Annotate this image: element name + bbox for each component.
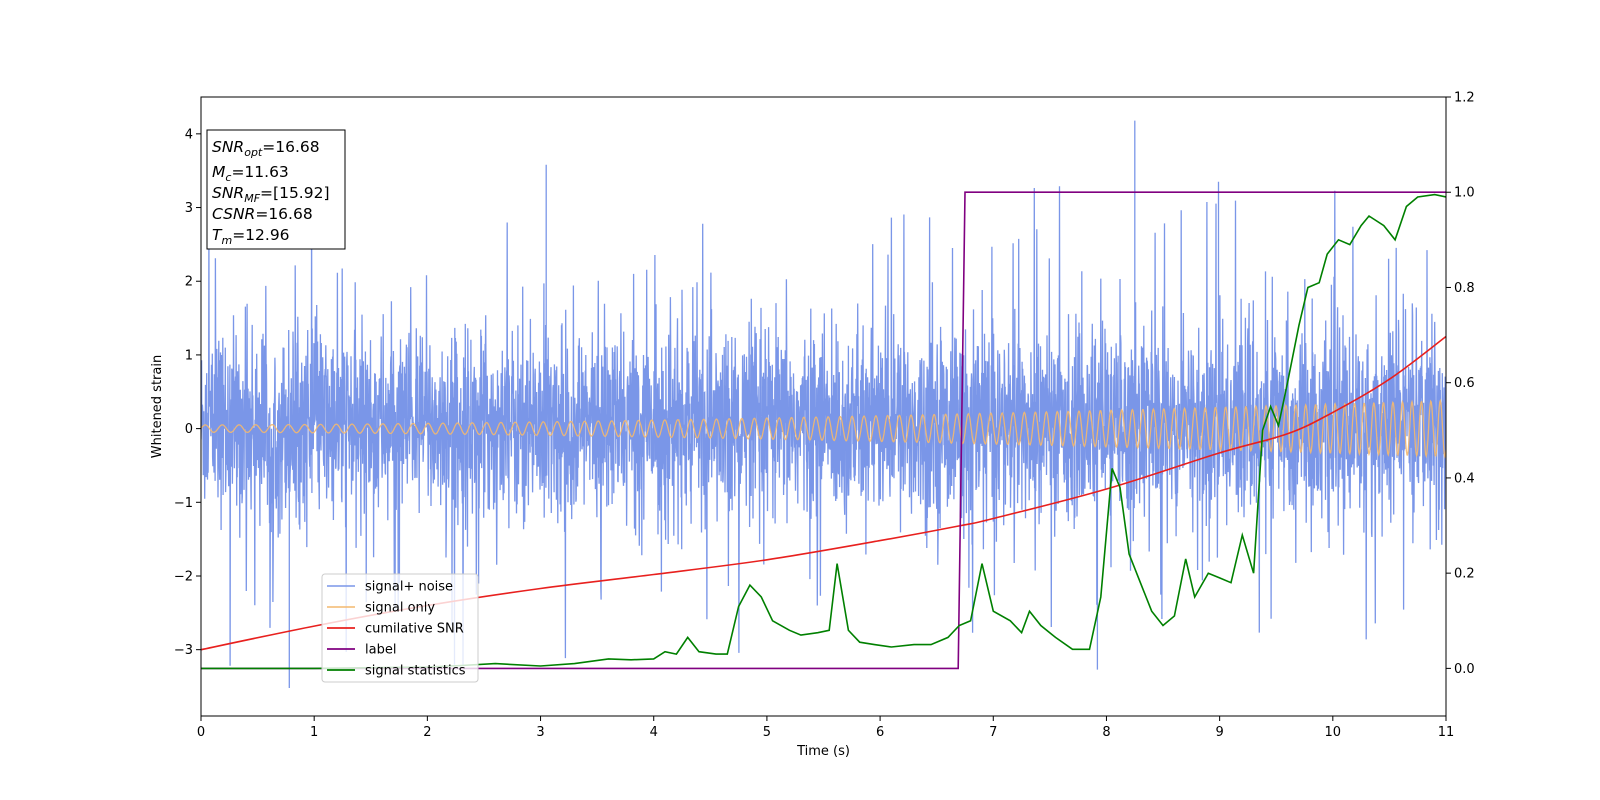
legend-label: signal statistics	[365, 664, 466, 679]
y-tick-label: 1	[185, 348, 193, 363]
y2-tick-label: 0.4	[1454, 471, 1475, 486]
series-signal-only-line	[201, 398, 1446, 459]
x-tick-label: 3	[536, 725, 544, 740]
y-tick-label: 3	[185, 201, 193, 216]
y-tick-label: 2	[185, 275, 193, 290]
x-tick-label: 8	[1102, 725, 1110, 740]
x-tick-label: 7	[989, 725, 997, 740]
series-signal-statistics-line	[201, 193, 1446, 670]
x-tick-label: 6	[876, 725, 884, 740]
x-tick-label: 10	[1325, 725, 1342, 740]
x-axis-label: Time (s)	[796, 744, 850, 759]
info-line: Tm=12.96	[212, 226, 290, 247]
info-box-frame	[206, 129, 346, 250]
x-tick-label: 2	[423, 725, 431, 740]
info-line: SNRMF=[15.92]	[212, 184, 330, 205]
y2-tick-label: 0.8	[1454, 281, 1475, 296]
y-tick-label: 0	[185, 422, 193, 437]
legend: signal+ noise signal only cumilative SNR la…	[321, 573, 479, 683]
series-label-line	[201, 191, 1446, 670]
x-tick-label: 9	[1215, 725, 1223, 740]
y2-tick-label: 1.0	[1454, 186, 1475, 201]
info-line: SNRopt=16.68	[212, 138, 320, 159]
y-tick-label: −1	[174, 496, 193, 511]
axes: 0 1 2 3 4 5 6 7 8 9 10 11 −3 −2 −1 0 1 2 3 4 0.0 0.2 0.4 0.6 0.8…	[174, 91, 1475, 741]
legend-label: cumilative SNR	[365, 622, 464, 637]
series-signal-noise-line	[201, 120, 1446, 688]
x-tick-label: 1	[310, 725, 318, 740]
x-tick-label: 5	[763, 725, 771, 740]
y-tick-label: 4	[185, 127, 193, 142]
plot-frame	[200, 96, 1447, 717]
info-line: Mc=11.63	[212, 163, 289, 184]
x-tick-label: 11	[1438, 725, 1455, 740]
y-tick-label: −3	[174, 643, 193, 658]
y-axis-label: Whitened strain	[150, 355, 165, 458]
info-line: CSNR=16.68	[212, 205, 313, 223]
y2-tick-label: 0.6	[1454, 376, 1475, 391]
y2-tick-label: 0.0	[1454, 662, 1475, 677]
info-box: SNRopt=16.68 Mc=11.63SNRMF=[15.92]CSNR=16…	[206, 129, 346, 250]
legend-label: label	[365, 643, 396, 658]
y-tick-label: −2	[174, 569, 193, 584]
y2-tick-label: 1.2	[1454, 91, 1475, 106]
x-tick-label: 0	[197, 725, 205, 740]
x-tick-label: 4	[650, 725, 658, 740]
legend-label: signal+ noise	[365, 580, 453, 595]
legend-label: signal only	[365, 601, 435, 616]
y2-tick-label: 0.2	[1454, 567, 1475, 582]
legend-frame	[321, 573, 479, 683]
